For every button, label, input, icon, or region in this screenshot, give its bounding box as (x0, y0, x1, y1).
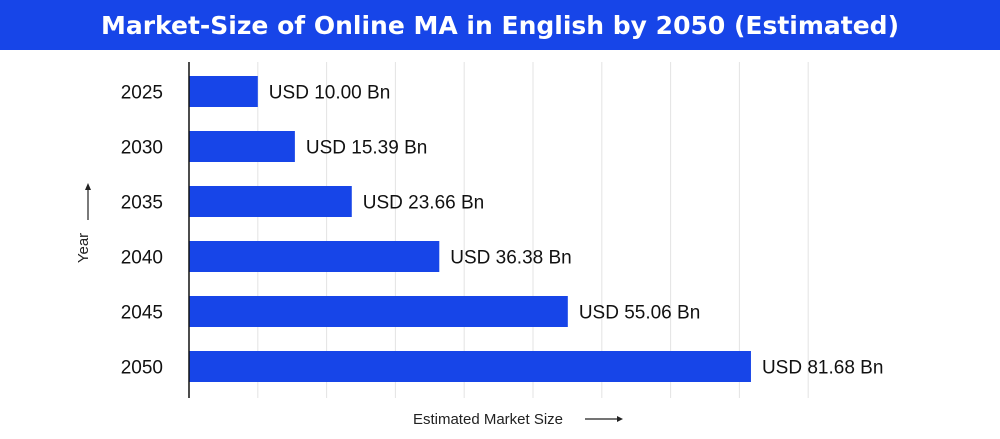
category-label: 2040 (121, 248, 163, 269)
value-label: USD 81.68 Bn (762, 358, 883, 379)
x-axis-arrow-head (617, 416, 623, 422)
bar (189, 76, 258, 107)
category-label: 2030 (121, 138, 163, 159)
title-bar: Market-Size of Online MA in English by 2… (0, 0, 1000, 50)
chart-title: Market-Size of Online MA in English by 2… (100, 10, 900, 40)
bar (189, 241, 440, 272)
category-label: 2025 (121, 83, 163, 104)
category-label: 2045 (121, 303, 163, 324)
value-label: USD 15.39 Bn (306, 138, 427, 159)
bar (189, 186, 352, 217)
value-label: USD 23.66 Bn (363, 193, 484, 214)
bar (189, 351, 751, 382)
x-axis-title: Estimated Market Size (413, 411, 563, 428)
y-axis-arrow-head (85, 183, 91, 190)
value-label: USD 55.06 Bn (579, 303, 700, 324)
value-label: USD 10.00 Bn (269, 83, 390, 104)
value-label: USD 36.38 Bn (450, 248, 571, 269)
category-label: 2050 (121, 358, 163, 379)
category-label: 2035 (121, 193, 163, 214)
y-axis-title: Year (75, 233, 92, 263)
bar (189, 131, 295, 162)
bar (189, 296, 568, 327)
